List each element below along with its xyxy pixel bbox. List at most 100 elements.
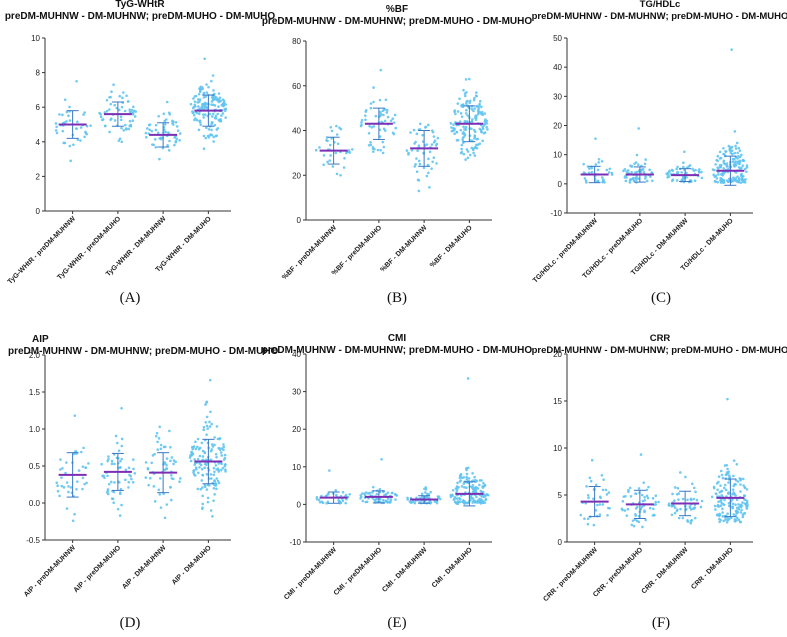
data-point	[424, 491, 427, 494]
data-point	[436, 136, 440, 140]
data-point	[641, 167, 645, 171]
data-point	[428, 186, 431, 189]
panel-E-ytick-label: 30	[292, 388, 301, 397]
data-point	[191, 111, 195, 114]
data-point	[198, 119, 202, 123]
data-point	[587, 496, 590, 500]
data-point	[464, 128, 468, 131]
data-point	[67, 485, 70, 488]
data-point	[601, 180, 604, 184]
data-point	[743, 181, 747, 184]
data-point	[150, 461, 153, 465]
data-point	[721, 476, 725, 480]
data-point	[589, 479, 593, 483]
data-point	[371, 150, 375, 153]
data-point	[153, 138, 157, 141]
data-point	[588, 476, 592, 480]
data-point	[210, 422, 213, 426]
data-point	[208, 425, 212, 428]
data-point	[372, 125, 376, 128]
panel-A-ytick-label: 6	[36, 103, 41, 112]
data-point	[210, 115, 214, 118]
data-point	[210, 103, 213, 106]
data-point	[120, 105, 124, 109]
data-point	[727, 491, 730, 494]
data-point	[208, 378, 212, 382]
data-point	[713, 168, 716, 172]
data-point	[199, 487, 203, 491]
data-point	[175, 137, 179, 141]
panel-A-title: TyG-WHtR	[115, 0, 165, 10]
data-point	[693, 179, 697, 183]
data-point	[113, 462, 116, 466]
data-point	[215, 425, 219, 428]
data-point	[470, 127, 473, 131]
data-point	[212, 466, 216, 470]
data-point	[419, 122, 422, 126]
data-point	[465, 477, 469, 481]
data-point	[217, 470, 221, 473]
data-point	[432, 156, 436, 160]
data-point	[473, 475, 476, 479]
data-point	[667, 502, 671, 505]
data-point	[453, 132, 456, 136]
data-point	[588, 167, 591, 170]
data-point	[379, 68, 383, 72]
data-point	[222, 99, 226, 103]
data-point	[734, 163, 738, 167]
data-point	[474, 478, 477, 482]
data-point	[392, 121, 396, 124]
data-point	[208, 420, 211, 424]
data-point	[466, 377, 470, 380]
data-point	[604, 488, 608, 492]
data-point	[455, 497, 459, 500]
data-point	[82, 446, 85, 450]
data-point	[630, 523, 634, 527]
data-point	[731, 506, 734, 510]
data-point	[169, 445, 172, 449]
data-point	[718, 150, 722, 154]
data-point	[458, 120, 462, 123]
data-point	[172, 462, 175, 466]
data-point	[339, 173, 342, 177]
data-point	[434, 144, 438, 147]
data-point	[169, 498, 173, 502]
panel-B-ytick-label: 80	[292, 37, 301, 46]
data-point	[169, 459, 172, 463]
data-point	[390, 491, 394, 495]
data-point	[209, 449, 213, 453]
data-point	[381, 151, 385, 155]
data-point	[640, 493, 644, 497]
data-point	[735, 141, 739, 145]
data-point	[64, 471, 67, 475]
data-point	[213, 436, 216, 439]
data-point	[679, 507, 682, 511]
data-point	[478, 479, 482, 482]
data-point	[371, 491, 374, 494]
data-point	[378, 487, 382, 491]
data-point	[194, 447, 198, 451]
data-point	[651, 514, 655, 517]
data-point	[72, 452, 76, 456]
data-point	[380, 457, 383, 461]
data-point	[453, 497, 456, 501]
data-point	[602, 478, 605, 481]
data-point	[415, 157, 418, 160]
data-point	[68, 144, 72, 148]
data-point	[223, 453, 227, 457]
data-point	[133, 472, 137, 475]
data-point	[209, 133, 212, 136]
data-point	[722, 503, 726, 507]
data-point	[193, 100, 197, 103]
data-point	[677, 498, 680, 501]
data-point	[426, 123, 430, 127]
data-point	[131, 480, 135, 484]
data-point	[427, 157, 430, 161]
data-point	[670, 504, 674, 508]
data-point	[213, 443, 216, 447]
data-point	[81, 476, 85, 480]
data-point	[67, 114, 70, 118]
data-point	[201, 87, 204, 91]
data-point	[598, 503, 602, 506]
